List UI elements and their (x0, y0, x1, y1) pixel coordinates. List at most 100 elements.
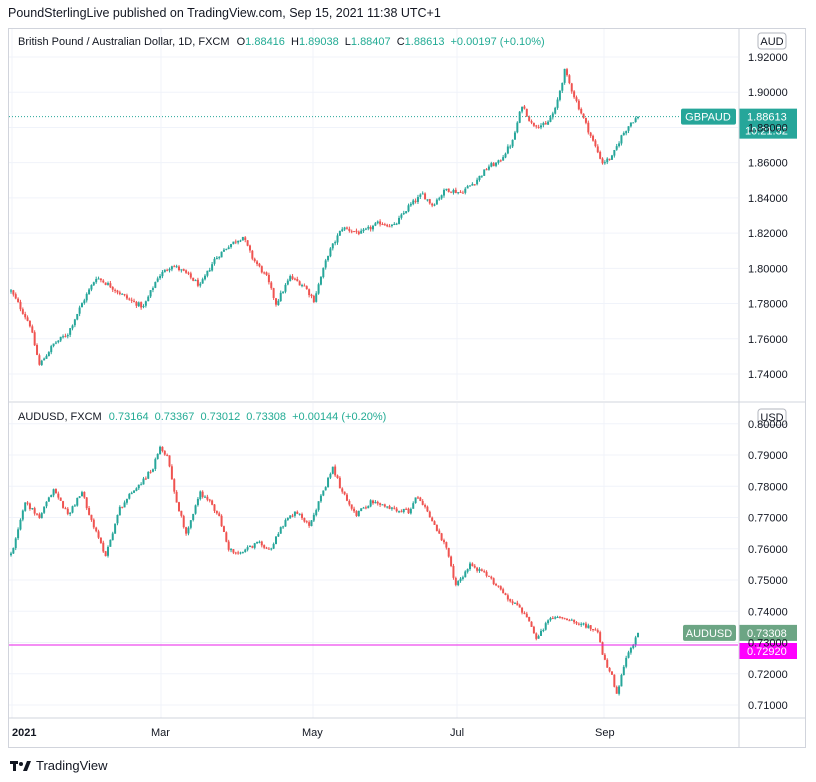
candle (239, 551, 242, 555)
candle (301, 512, 304, 521)
candle (90, 514, 93, 522)
gbpaud-high: 1.89038 (298, 36, 339, 48)
candle (204, 495, 207, 498)
candle (629, 646, 632, 655)
candle (561, 82, 564, 94)
candle (327, 255, 330, 262)
candle (629, 122, 632, 128)
candle (282, 525, 285, 529)
candle (469, 185, 472, 187)
candle (286, 278, 289, 286)
candle (59, 497, 62, 501)
candle (241, 551, 244, 554)
candle (196, 277, 199, 288)
candle (487, 575, 490, 577)
time-tick-label: Sep (595, 727, 615, 739)
candle (528, 616, 531, 622)
candle (274, 536, 277, 545)
candle (528, 115, 531, 122)
candle (28, 320, 31, 328)
candle (594, 627, 597, 631)
candle (104, 282, 107, 286)
candle (504, 592, 507, 596)
candle (419, 496, 422, 502)
candle (558, 615, 561, 619)
candle (64, 333, 67, 338)
candle (222, 525, 225, 533)
candle (577, 622, 580, 626)
candle (118, 290, 121, 296)
candle (116, 514, 119, 526)
audusd-symbol-label: AUDUSD (683, 624, 736, 641)
candle (208, 267, 211, 273)
candle (360, 228, 363, 234)
candle (329, 472, 332, 480)
candle (234, 239, 237, 245)
candle (620, 134, 623, 146)
candle (568, 74, 571, 85)
price-tick-label: 1.84000 (748, 193, 788, 205)
candle (206, 494, 209, 502)
candle (480, 175, 483, 178)
candle (435, 524, 438, 532)
candle (554, 615, 557, 620)
candle (620, 673, 623, 687)
candle (38, 512, 41, 519)
candle (409, 507, 412, 515)
candle (338, 230, 341, 237)
candle (253, 257, 256, 263)
candle (381, 222, 384, 226)
candle (563, 617, 566, 620)
gbpaud-candles (10, 67, 639, 366)
price-tick-label: 1.80000 (748, 263, 788, 275)
candle (291, 274, 294, 281)
candle (499, 159, 502, 163)
candle (185, 269, 188, 274)
candle (118, 505, 121, 516)
candle (521, 106, 524, 114)
candle (322, 267, 325, 279)
candle (251, 545, 254, 549)
candle (606, 157, 609, 165)
candle (19, 518, 22, 531)
candle (537, 634, 540, 639)
candle (497, 159, 500, 165)
candle (492, 162, 495, 167)
candle (412, 501, 415, 509)
candle (592, 134, 595, 142)
candle (549, 616, 552, 622)
candle (92, 281, 95, 286)
candle (551, 616, 554, 620)
tradingview-brand[interactable]: TradingView (10, 758, 108, 773)
candle (521, 606, 524, 615)
candle (310, 293, 313, 299)
candle (83, 298, 86, 305)
audusd-price-label: 0.73308 (739, 624, 797, 641)
candle (140, 301, 143, 310)
candle (615, 143, 618, 151)
candle (525, 611, 528, 618)
candle (180, 269, 183, 273)
gbpaud-low: 1.88407 (350, 36, 391, 48)
candle (471, 182, 474, 186)
price-tick-label: 1.90000 (748, 87, 788, 99)
candle (47, 351, 50, 357)
candle (603, 160, 606, 165)
candle (383, 503, 386, 508)
candle (265, 546, 268, 550)
candle (227, 245, 230, 250)
candle (312, 294, 315, 304)
candle (185, 526, 188, 536)
candle (547, 619, 550, 625)
candle (154, 281, 157, 289)
candle (135, 300, 138, 309)
candle (31, 507, 34, 510)
candle (457, 192, 460, 195)
candle (95, 526, 98, 533)
candle (225, 248, 228, 251)
candle (584, 621, 587, 629)
candle (469, 561, 472, 571)
candle (424, 192, 427, 200)
candle (587, 120, 590, 135)
